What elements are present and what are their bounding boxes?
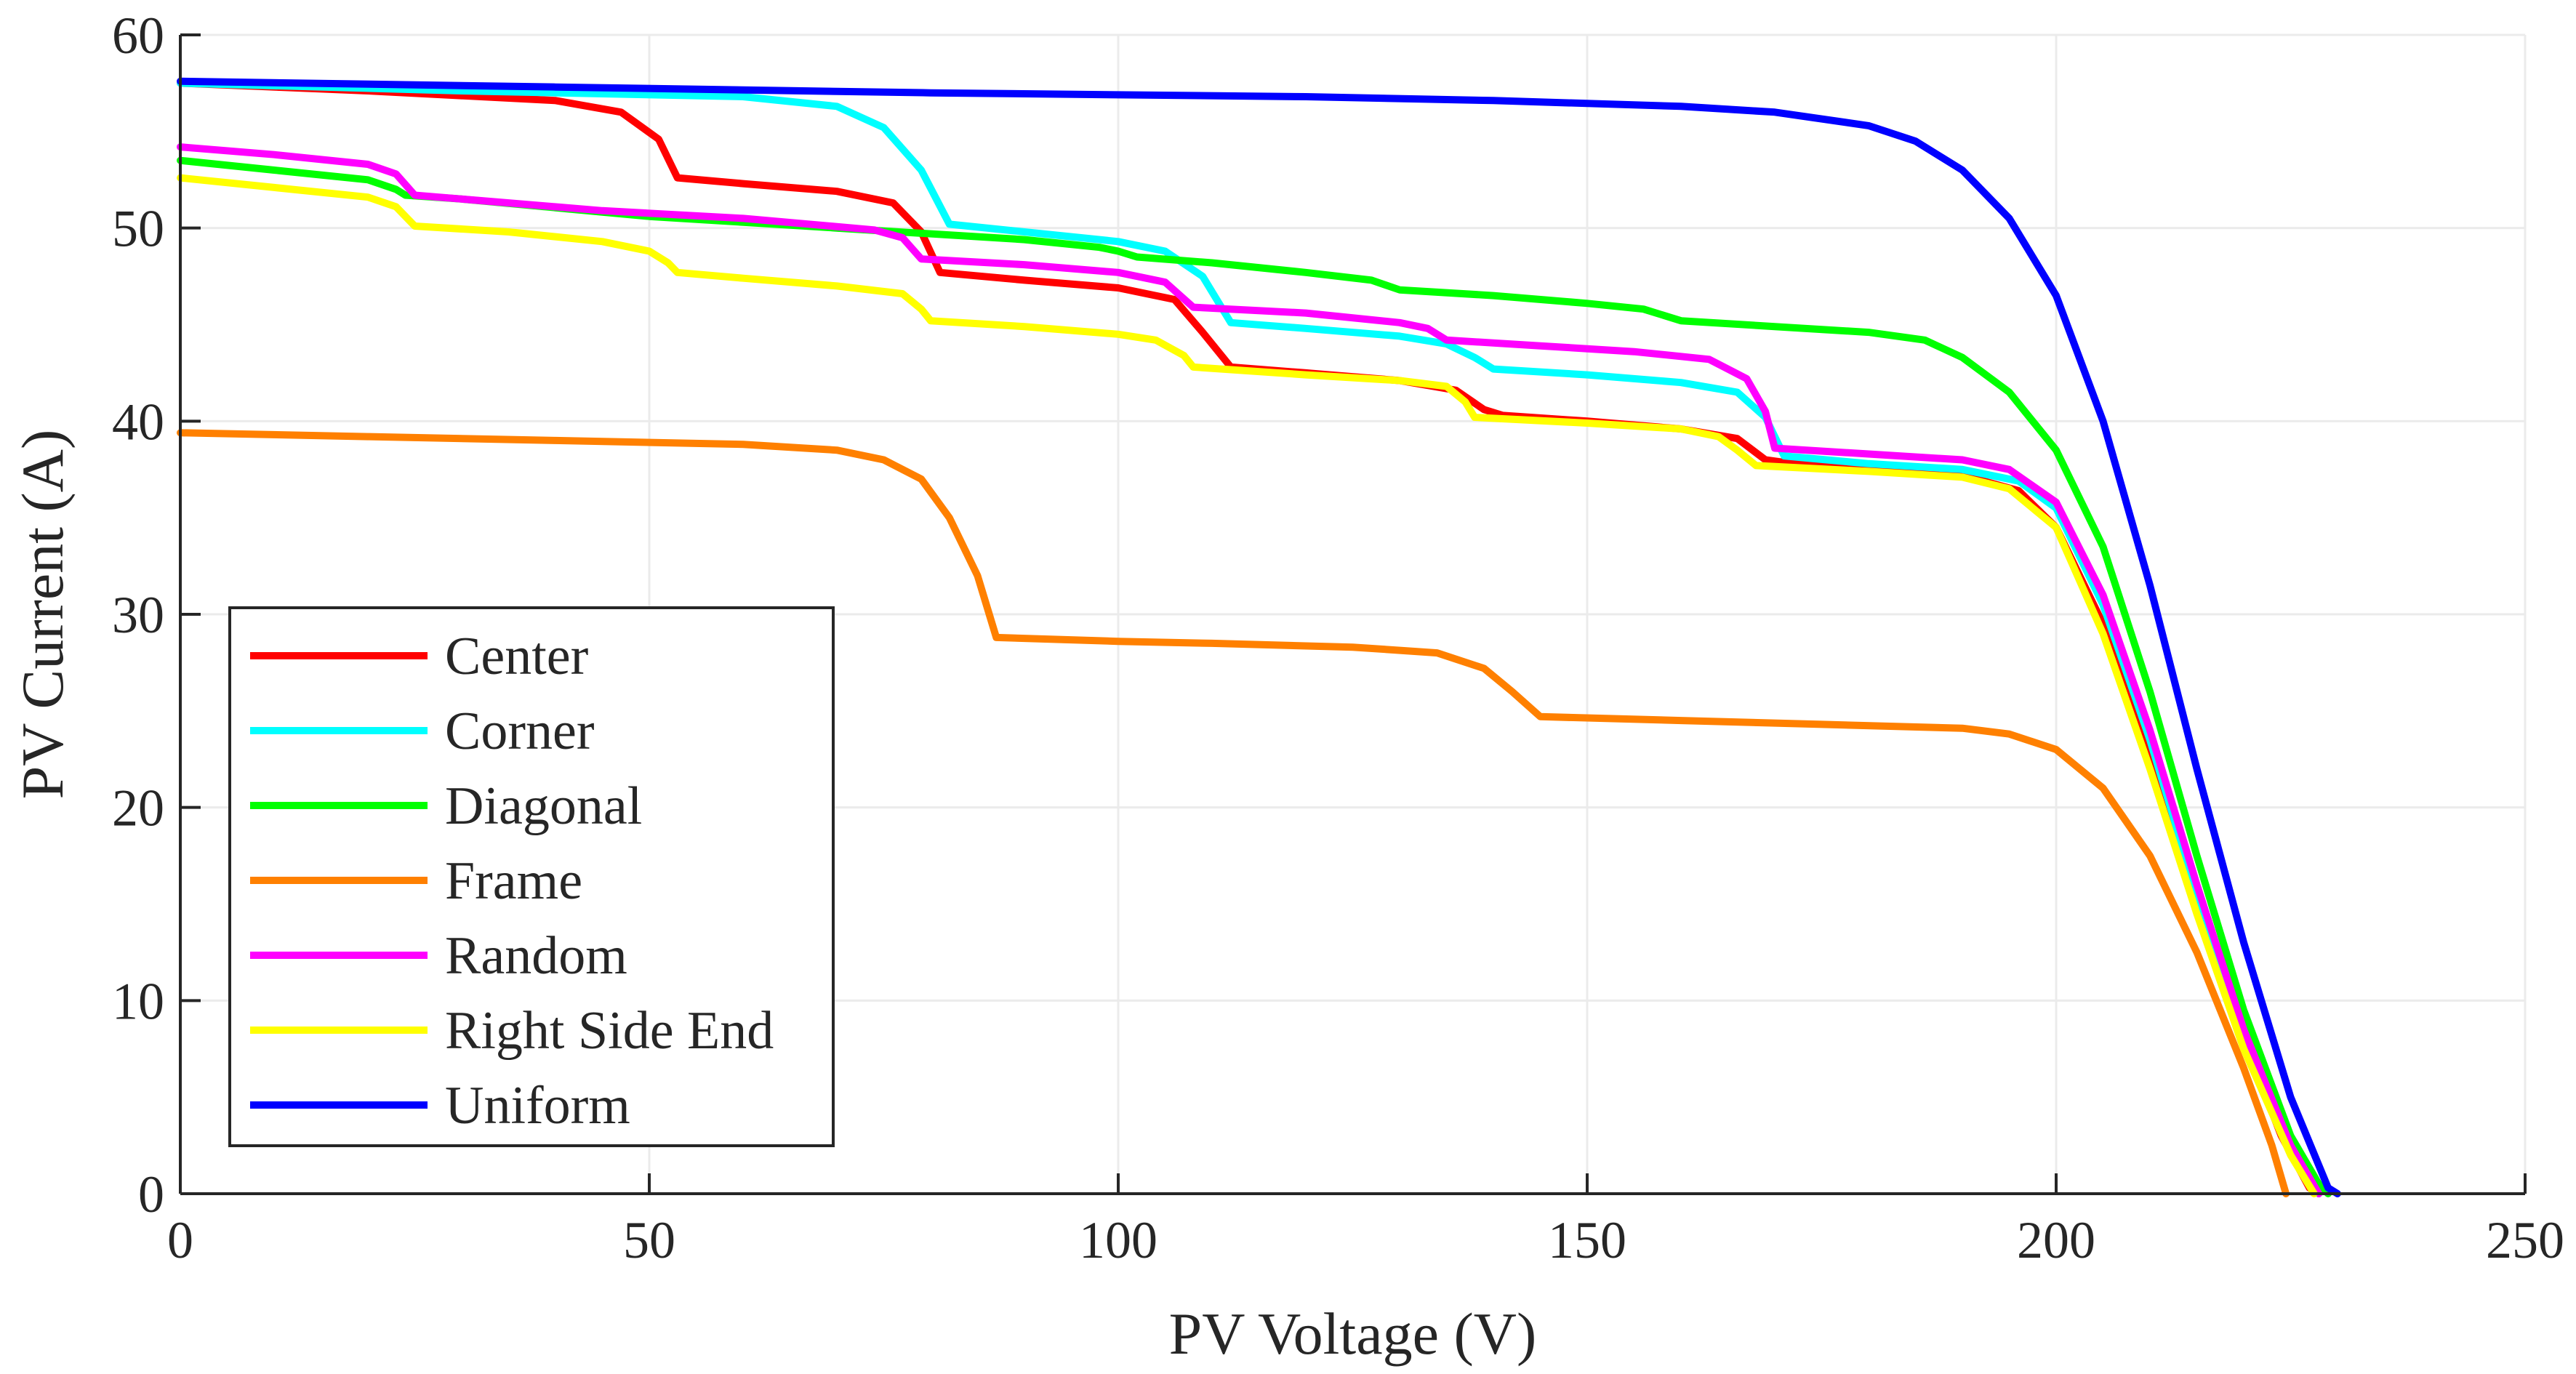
series-line-random <box>177 143 2323 1197</box>
y-tick-label: 40 <box>112 393 164 451</box>
legend-label: Uniform <box>445 1076 630 1136</box>
y-tick-label: 30 <box>112 586 164 644</box>
y-tick-label: 50 <box>112 200 164 258</box>
y-tick-label: 20 <box>112 779 164 837</box>
legend: Center Corner Diagonal Frame Random Right Sid… <box>228 606 835 1147</box>
x-tick-label: 50 <box>623 1211 675 1269</box>
y-axis-label: PV Current (A) <box>9 430 76 800</box>
legend-label: Right Side End <box>445 1001 774 1061</box>
legend-label: Center <box>445 627 588 686</box>
x-tick-label: 250 <box>2486 1211 2564 1269</box>
y-tick-label: 10 <box>112 972 164 1030</box>
y-tick-label: 60 <box>112 7 164 65</box>
y-tick-label: 0 <box>138 1165 164 1224</box>
x-tick-label: 100 <box>1079 1211 1157 1269</box>
x-tick-label: 150 <box>1548 1211 1626 1269</box>
legend-label: Diagonal <box>445 776 642 836</box>
legend-label: Corner <box>445 702 595 761</box>
x-tick-label: 200 <box>2017 1211 2095 1269</box>
series-line-uniform <box>177 77 2341 1197</box>
x-tick-label: 0 <box>167 1211 193 1269</box>
series-line-corner <box>177 79 2323 1197</box>
axes <box>179 33 2527 1195</box>
legend-label: Random <box>445 926 627 986</box>
series-line-frame <box>177 429 2290 1197</box>
series-line-right-side-end <box>177 174 2318 1197</box>
legend-label: Frame <box>445 851 582 911</box>
series-lines <box>177 77 2341 1197</box>
x-axis-label: PV Voltage (V) <box>1169 1301 1537 1367</box>
tick-labels: 0 50 100 150 200 250 0 10 20 30 40 50 60 <box>112 7 2564 1269</box>
